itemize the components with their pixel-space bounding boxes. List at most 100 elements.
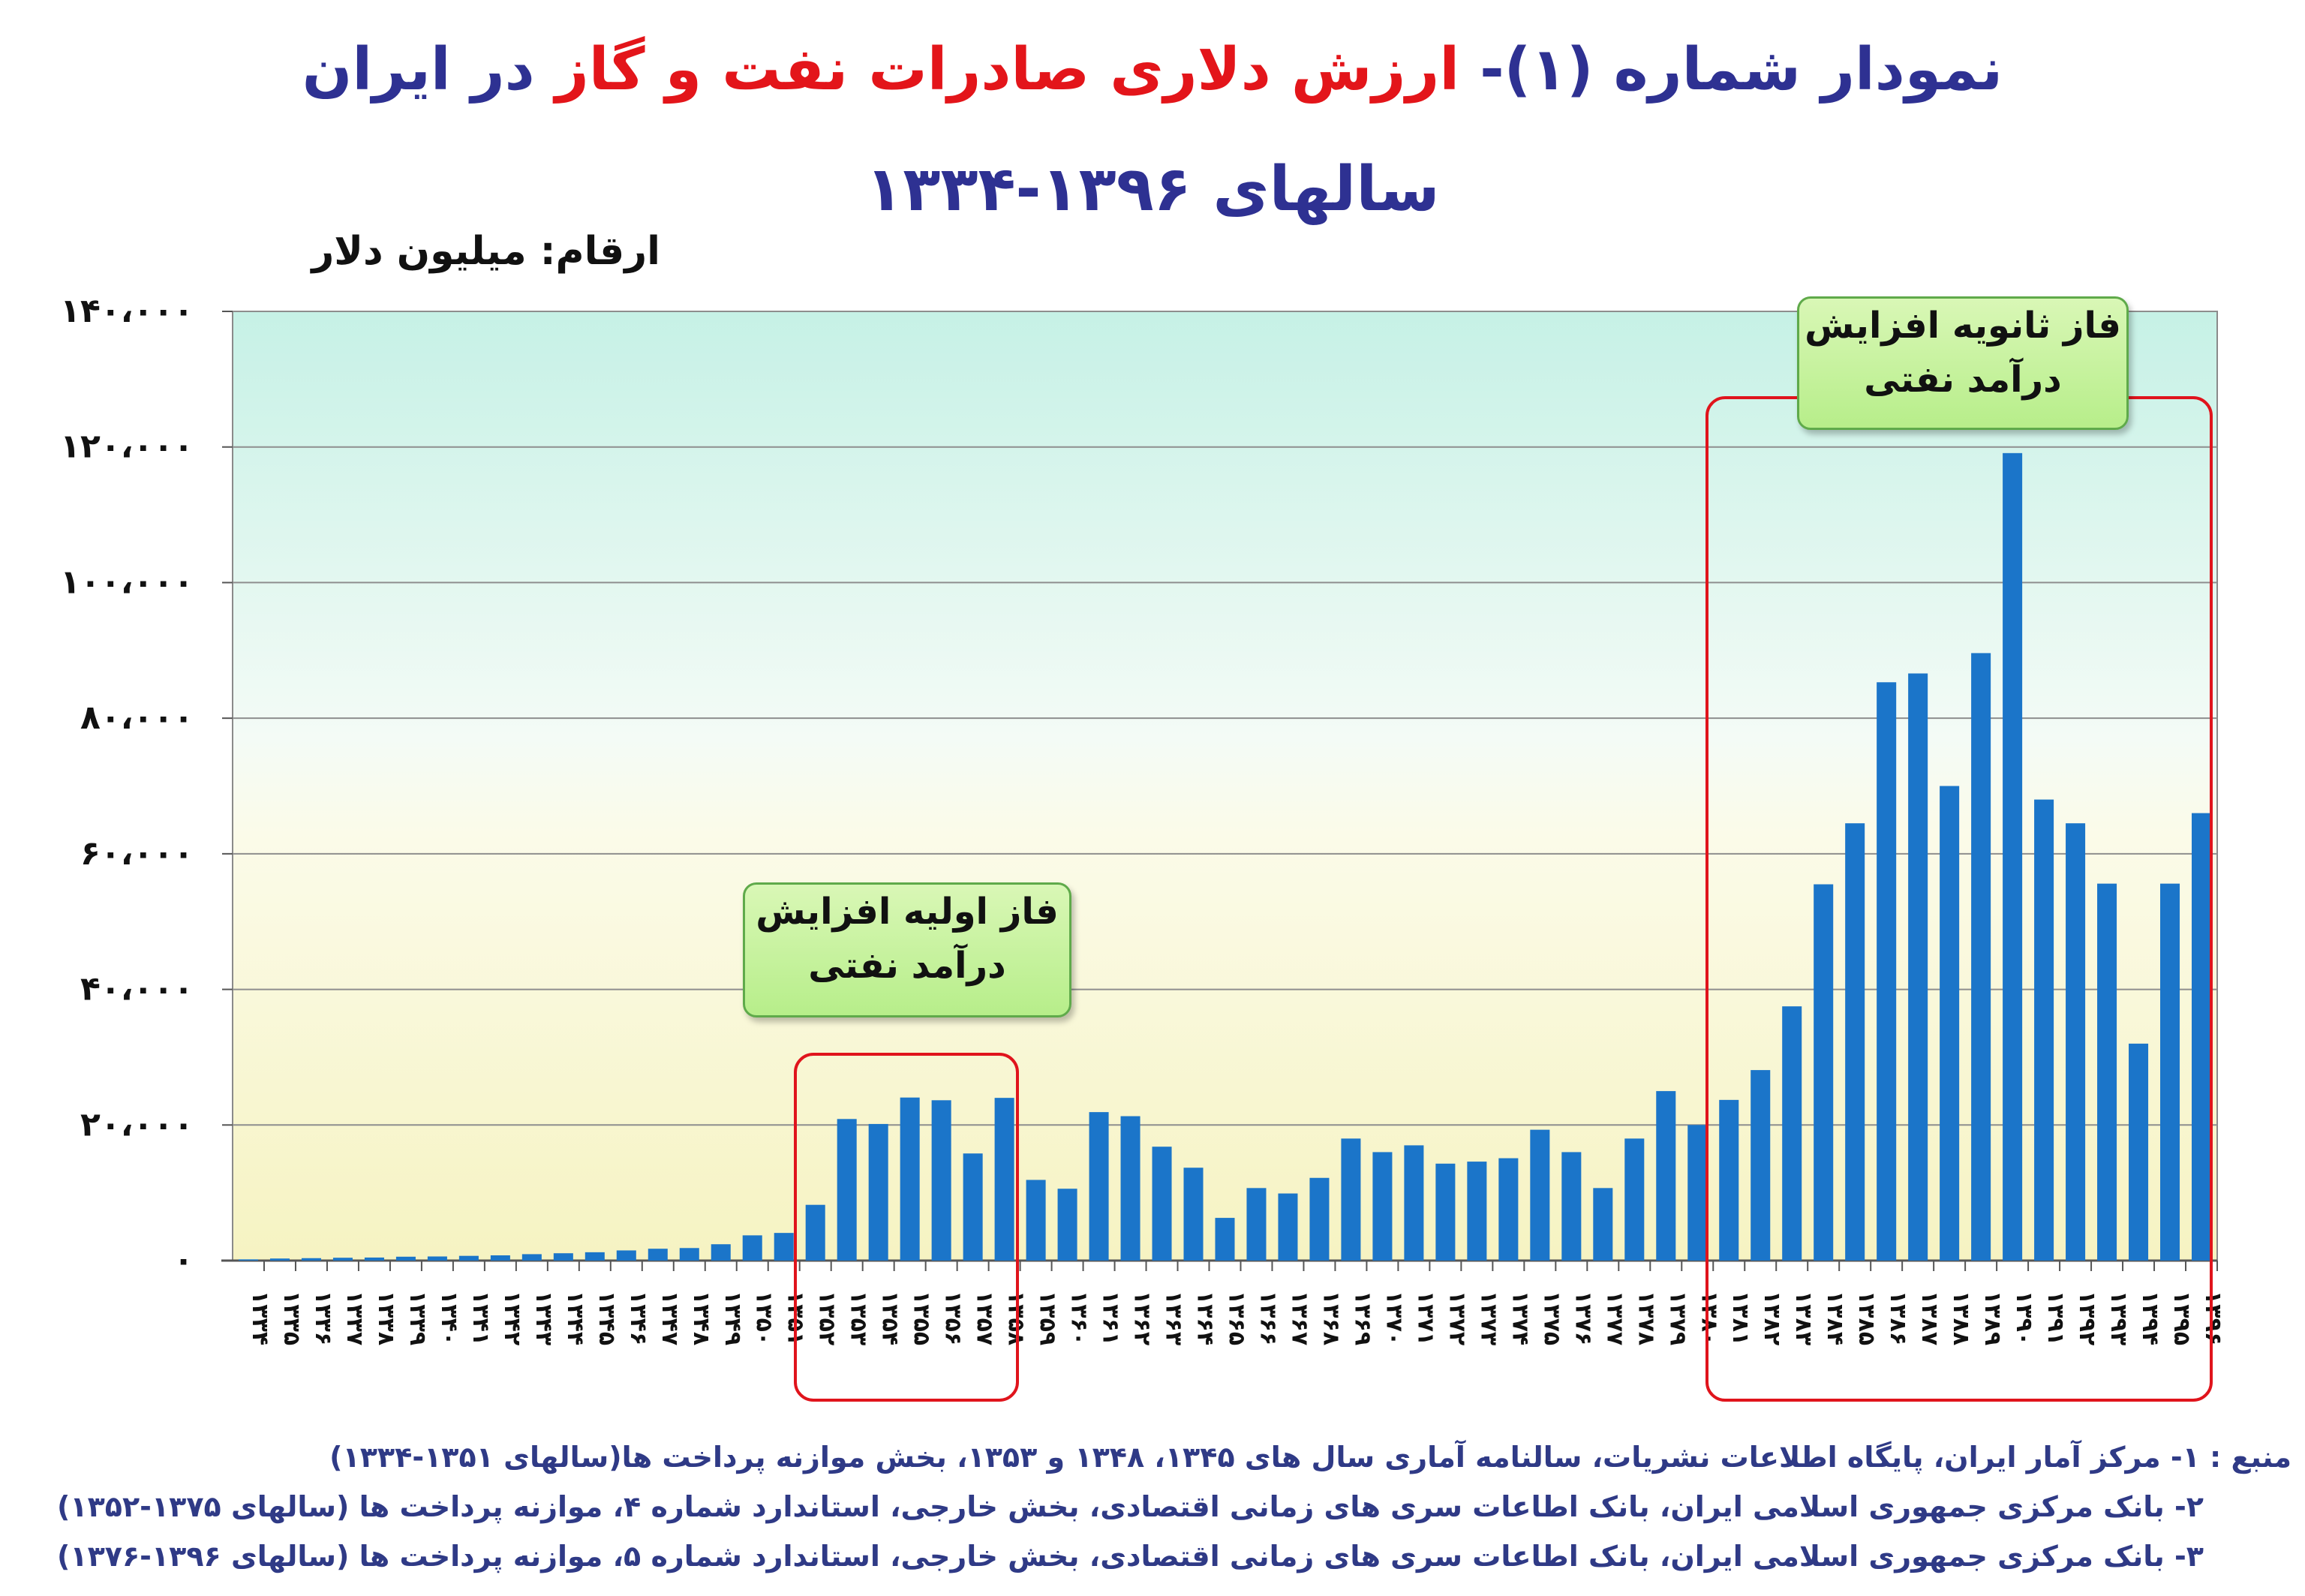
bar — [1372, 1152, 1393, 1261]
bar — [395, 1256, 416, 1261]
bar — [238, 1259, 259, 1261]
bar — [1593, 1188, 1613, 1261]
x-tick-label: ۱۳۸۸ — [1948, 1291, 1974, 1345]
x-tick-label: ۱۳۵۰ — [751, 1291, 777, 1345]
x-tick-label: ۱۳۳۹ — [404, 1291, 431, 1345]
y-tick-label: ۲۰،۰۰۰ — [80, 1105, 194, 1144]
second-phase-highlight-box — [1705, 396, 2213, 1402]
title-part3: در ایران — [302, 36, 555, 104]
x-tick-label: ۱۳۵۵ — [909, 1291, 935, 1345]
bar — [458, 1255, 479, 1261]
x-tick-label: ۱۳۹۵ — [2168, 1291, 2195, 1345]
bar — [1183, 1168, 1204, 1261]
bar — [1687, 1125, 1708, 1261]
first-phase-highlight-box — [794, 1053, 1019, 1402]
bar — [1656, 1091, 1676, 1261]
x-tick-label: ۱۳۴۲ — [499, 1291, 525, 1345]
x-tick-label: ۱۳۷۱ — [1412, 1291, 1438, 1345]
x-tick-label: ۱۳۶۲ — [1129, 1291, 1156, 1345]
bar — [742, 1235, 762, 1261]
bar — [521, 1254, 542, 1261]
x-tick-label: ۱۳۹۱ — [2042, 1291, 2069, 1345]
bar — [269, 1258, 290, 1261]
bar — [1624, 1138, 1645, 1261]
bar — [616, 1250, 636, 1261]
x-tick-label: ۱۳۹۴ — [2137, 1291, 2163, 1345]
title-part1: نمودار شماره (۱)- — [1459, 36, 2003, 104]
x-tick-label: ۱۳۷۳ — [1475, 1291, 1501, 1345]
bar — [585, 1252, 605, 1261]
x-tick-label: ۱۳۸۵ — [1853, 1291, 1880, 1345]
bar — [1467, 1162, 1487, 1261]
x-tick-label: ۱۳۴۵ — [594, 1291, 620, 1345]
bar — [994, 1098, 1014, 1261]
x-tick-label: ۱۳۹۳ — [2105, 1291, 2132, 1345]
bar — [1940, 786, 1960, 1261]
x-tick-label: ۱۳۸۰ — [1696, 1291, 1722, 1345]
bar — [931, 1100, 951, 1261]
x-tick-label: ۱۳۶۰ — [1066, 1291, 1092, 1345]
bar — [1057, 1189, 1077, 1261]
y-tick-label: ۰ — [173, 1241, 194, 1279]
x-tick-label: ۱۳۹۶ — [2200, 1291, 2226, 1345]
bar — [364, 1257, 384, 1261]
bar — [900, 1097, 920, 1261]
bar — [553, 1253, 573, 1261]
first-phase-line1: فاز اولیه افزایش — [756, 891, 1059, 933]
x-tick-label: ۱۳۴۱ — [467, 1291, 494, 1345]
x-tick-label: ۱۳۹۲ — [2074, 1291, 2100, 1345]
y-tick-label: ۱۰۰،۰۰۰ — [60, 563, 194, 601]
bar — [1782, 1006, 1802, 1261]
unit-label: ارقام: میلیون دلار — [311, 229, 660, 274]
x-tick-label: ۱۳۸۴ — [1822, 1291, 1848, 1345]
bar — [2129, 1043, 2149, 1261]
y-tick-label: ۴۰،۰۰۰ — [80, 970, 194, 1008]
bar — [1215, 1218, 1235, 1261]
bar — [1341, 1138, 1361, 1261]
x-tick-label: ۱۳۴۹ — [720, 1291, 746, 1345]
x-tick-label: ۱۳۸۶ — [1885, 1291, 1911, 1345]
x-tick-label: ۱۳۴۰ — [436, 1291, 462, 1345]
source-line-2: ۲- بانک مرکزی جمهوری اسلامی ایران، بانک … — [57, 1490, 2204, 1523]
bar — [1530, 1129, 1550, 1261]
x-tick-label: ۱۳۶۷ — [1286, 1291, 1312, 1345]
bar — [868, 1123, 888, 1261]
x-tick-label: ۱۳۶۴ — [1192, 1291, 1219, 1345]
bar — [427, 1256, 447, 1261]
x-tick-label: ۱۳۷۰ — [1381, 1291, 1407, 1345]
x-tick-label: ۱۳۷۷ — [1601, 1291, 1627, 1345]
bar — [1971, 653, 1991, 1261]
bar — [963, 1153, 983, 1261]
bar — [679, 1248, 699, 1261]
x-tick-label: ۱۳۴۴ — [562, 1291, 588, 1345]
x-tick-label: ۱۳۷۶ — [1570, 1291, 1596, 1345]
x-tick-label: ۱۳۸۲ — [1759, 1291, 1785, 1345]
y-tick-label: ۶۰،۰۰۰ — [80, 834, 194, 873]
x-tick-label: ۱۳۶۵ — [1224, 1291, 1250, 1345]
first-phase-line2: درآمد نفتی — [808, 945, 1006, 987]
x-tick-label: ۱۳۴۳ — [530, 1291, 557, 1345]
bar — [1309, 1177, 1330, 1261]
bar — [1089, 1112, 1109, 1261]
bar — [2003, 452, 2023, 1261]
x-tick-label: ۱۳۶۳ — [1161, 1291, 1187, 1345]
bar — [774, 1233, 794, 1261]
bar — [1026, 1180, 1046, 1261]
x-tick-label: ۱۳۶۸ — [1318, 1291, 1344, 1345]
x-tick-label: ۱۳۸۳ — [1790, 1291, 1817, 1345]
x-tick-label: ۱۳۷۴ — [1507, 1291, 1533, 1345]
bar — [648, 1249, 668, 1261]
x-tick-label: ۱۳۹۰ — [2011, 1291, 2037, 1345]
bar — [301, 1258, 321, 1261]
bar-chart: ۰ ۲۰،۰۰۰ ۴۰،۰۰۰ ۶۰،۰۰۰ ۸۰،۰۰۰ ۱۰۰،۰۰۰ ۱۲۰،۰۰۰ ۱… — [60, 292, 2226, 1345]
y-tick-label: ۱۴۰،۰۰۰ — [60, 292, 194, 330]
bar — [1751, 1070, 1771, 1261]
first-phase-callout: فاز اولیه افزایش درآمد نفتی — [743, 882, 1071, 1017]
x-tick-label: ۱۳۸۷ — [1916, 1291, 1943, 1345]
bar — [490, 1255, 510, 1261]
bar — [1246, 1188, 1267, 1261]
source-line-3: ۳- بانک مرکزی جمهوری اسلامی ایران، بانک … — [57, 1540, 2204, 1573]
second-phase-line1: فاز ثانویه افزایش — [1805, 305, 2121, 347]
second-phase-callout: فاز ثانویه افزایش درآمد نفتی — [1797, 296, 2129, 430]
x-tick-label: ۱۳۳۶ — [310, 1291, 336, 1345]
